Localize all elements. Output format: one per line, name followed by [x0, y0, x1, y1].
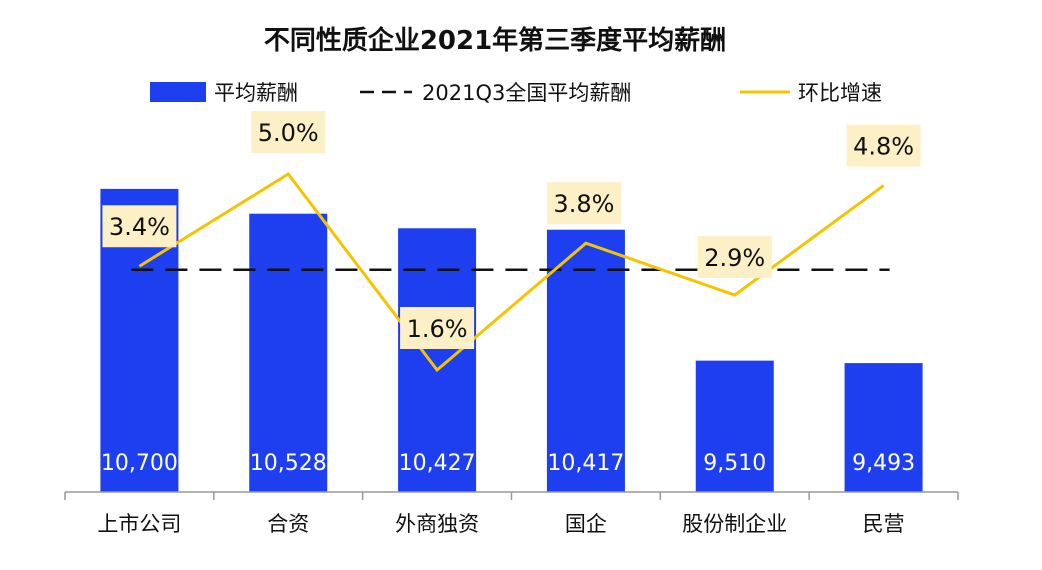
bar-4 [695, 360, 774, 492]
bar-1 [249, 213, 328, 492]
growth-label-box-4 [697, 236, 772, 279]
bar-2 [398, 228, 477, 492]
category-label-1: 合资 [267, 512, 309, 536]
legend-swatch-bar [150, 82, 206, 102]
growth-label-1: 5.0% [258, 119, 319, 147]
category-label-5: 民营 [863, 512, 905, 536]
legend: 平均薪酬 2021Q3全国平均薪酬 环比增速 [150, 81, 882, 105]
growth-label-3: 3.8% [553, 190, 614, 218]
category-label-2: 外商独资 [395, 512, 479, 536]
category-label-4: 股份制企业 [682, 512, 787, 536]
growth-label-5: 4.8% [853, 133, 914, 161]
bar-3 [546, 229, 625, 492]
growth-label-box-0 [102, 205, 177, 248]
growth-label-4: 2.9% [704, 244, 765, 272]
growth-label-0: 3.4% [109, 213, 170, 241]
growth-label-box-3 [546, 182, 621, 225]
bar-value-label-0: 10,700 [101, 451, 178, 476]
growth-label-box-1 [251, 111, 326, 153]
bar-value-label-4: 9,510 [703, 451, 766, 476]
category-label-0: 上市公司 [97, 512, 181, 536]
legend-label-reference: 2021Q3全国平均薪酬 [422, 81, 631, 105]
bar-value-label-1: 10,528 [250, 451, 327, 476]
legend-label-bar: 平均薪酬 [214, 81, 298, 105]
category-label-3: 国企 [565, 512, 607, 536]
bar-value-label-2: 10,427 [399, 451, 476, 476]
chart-title: 不同性质企业2021年第三季度平均薪酬 [264, 25, 726, 56]
growth-label-2: 1.6% [407, 315, 468, 343]
legend-label-line: 环比增速 [798, 81, 882, 105]
bar-value-label-5: 9,493 [852, 451, 915, 476]
growth-label-box-5 [846, 124, 921, 167]
growth-label-box-2 [400, 307, 475, 349]
bar-5 [844, 363, 923, 492]
bar-value-label-3: 10,417 [547, 451, 624, 476]
